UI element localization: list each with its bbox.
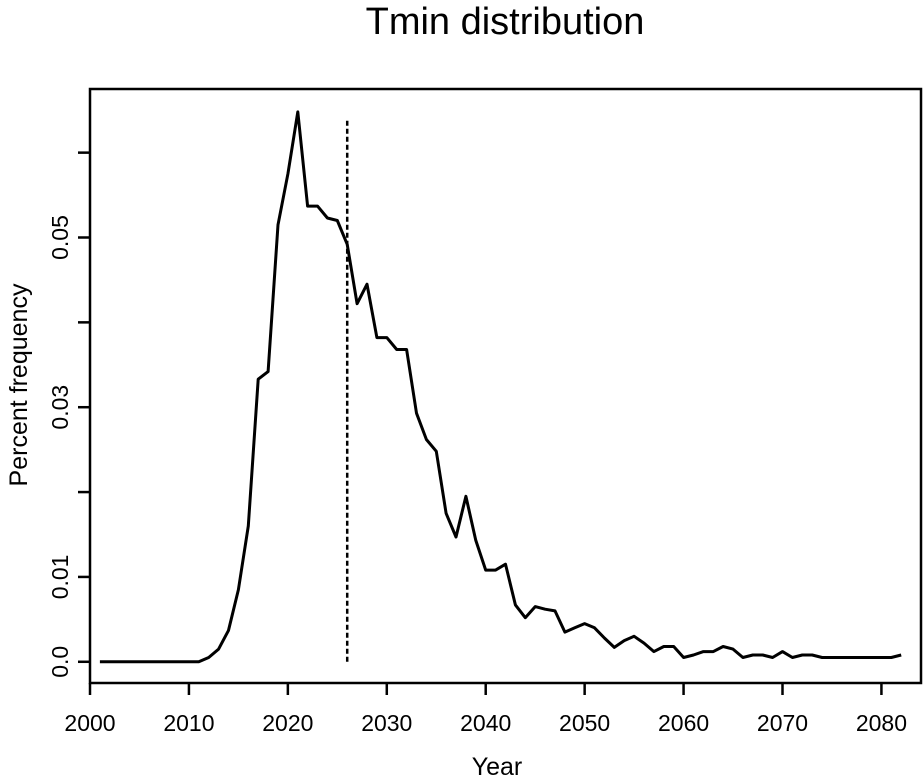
- x-tick-label: 2070: [757, 710, 808, 736]
- y-axis: 0.0 0.01 0.03 0.05: [47, 151, 90, 678]
- x-tick-label: 2040: [460, 710, 511, 736]
- series-line: [99, 110, 902, 664]
- x-axis: 2000 2010 2020 2030 2040 2050 2060 2070 2080: [64, 683, 907, 736]
- x-tick-label: 2050: [559, 710, 610, 736]
- x-tick-label: 2010: [163, 710, 214, 736]
- x-tick-label: 2060: [658, 710, 709, 736]
- y-tick-label: 0.05: [47, 215, 73, 260]
- chart-title: Tmin distribution: [366, 1, 645, 43]
- y-tick-label: 0.0: [47, 646, 73, 678]
- x-tick-label: 2030: [361, 710, 412, 736]
- y-axis-label: Percent frequency: [5, 283, 33, 486]
- plot-frame: [88, 87, 923, 685]
- x-tick-label: 2020: [262, 710, 313, 736]
- x-tick-label: 2000: [64, 710, 115, 736]
- x-axis-label: Year: [472, 753, 523, 781]
- y-tick-label: 0.01: [47, 555, 73, 600]
- x-tick-label: 2080: [856, 710, 907, 736]
- y-tick-label: 0.03: [47, 385, 73, 430]
